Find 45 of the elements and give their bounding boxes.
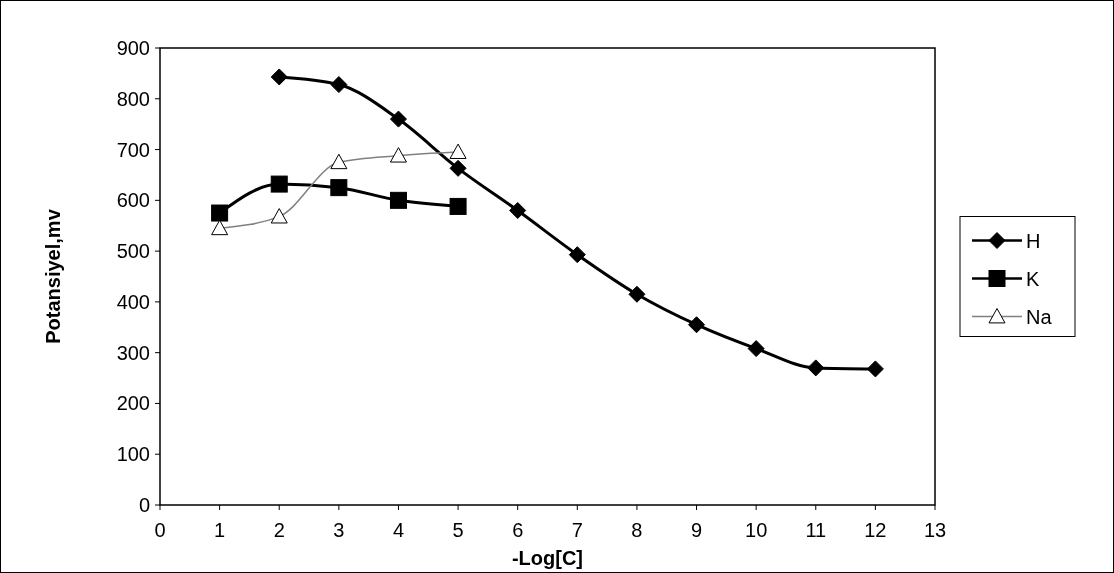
point bbox=[330, 76, 348, 94]
x-tick-label: 4 bbox=[392, 519, 405, 541]
point bbox=[389, 191, 407, 209]
y-tick-label: 900 bbox=[116, 37, 150, 59]
point bbox=[389, 110, 407, 128]
y-tick-label: 500 bbox=[116, 240, 150, 263]
x-tick-label: 10 bbox=[745, 519, 768, 541]
x-tick-label: 2 bbox=[273, 519, 285, 541]
point bbox=[330, 179, 348, 197]
x-tick-label: 1 bbox=[214, 519, 226, 541]
x-tick-label: 13 bbox=[923, 519, 947, 541]
y-tick-label: 100 bbox=[116, 443, 150, 466]
point bbox=[866, 360, 884, 378]
x-tick-label: 11 bbox=[805, 519, 827, 541]
y-tick-label: 400 bbox=[116, 290, 150, 313]
point bbox=[270, 68, 288, 86]
x-tick-label: 0 bbox=[154, 519, 166, 541]
point bbox=[568, 246, 586, 264]
y-axis-title: Potansiyel,mv bbox=[42, 208, 64, 344]
x-tick-label: 12 bbox=[864, 519, 887, 541]
point bbox=[449, 197, 467, 215]
x-tick-label: 3 bbox=[333, 519, 345, 541]
y-tick-label: 700 bbox=[116, 138, 150, 161]
point bbox=[509, 201, 527, 219]
legend-label: K bbox=[1026, 267, 1040, 290]
y-tick-label: 200 bbox=[116, 392, 150, 415]
point bbox=[628, 285, 646, 303]
point bbox=[807, 359, 825, 377]
point bbox=[211, 204, 229, 222]
legend-label: Na bbox=[1026, 305, 1053, 328]
x-tick-label: 8 bbox=[631, 519, 643, 541]
y-tick-label: 800 bbox=[116, 87, 150, 110]
x-tick-label: 6 bbox=[512, 519, 524, 541]
legend-label: H bbox=[1026, 229, 1041, 252]
y-tick-label: 600 bbox=[116, 189, 150, 212]
y-tick-label: 0 bbox=[138, 494, 150, 516]
point bbox=[747, 340, 765, 358]
x-tick-label: 7 bbox=[571, 519, 583, 541]
x-tick-label: 9 bbox=[690, 519, 703, 541]
x-tick-label: 5 bbox=[452, 519, 464, 541]
point bbox=[449, 159, 467, 177]
y-tick-label: 300 bbox=[116, 341, 150, 364]
point bbox=[270, 175, 288, 193]
point bbox=[688, 316, 706, 334]
x-axis-title: -Log[C] bbox=[511, 547, 584, 569]
